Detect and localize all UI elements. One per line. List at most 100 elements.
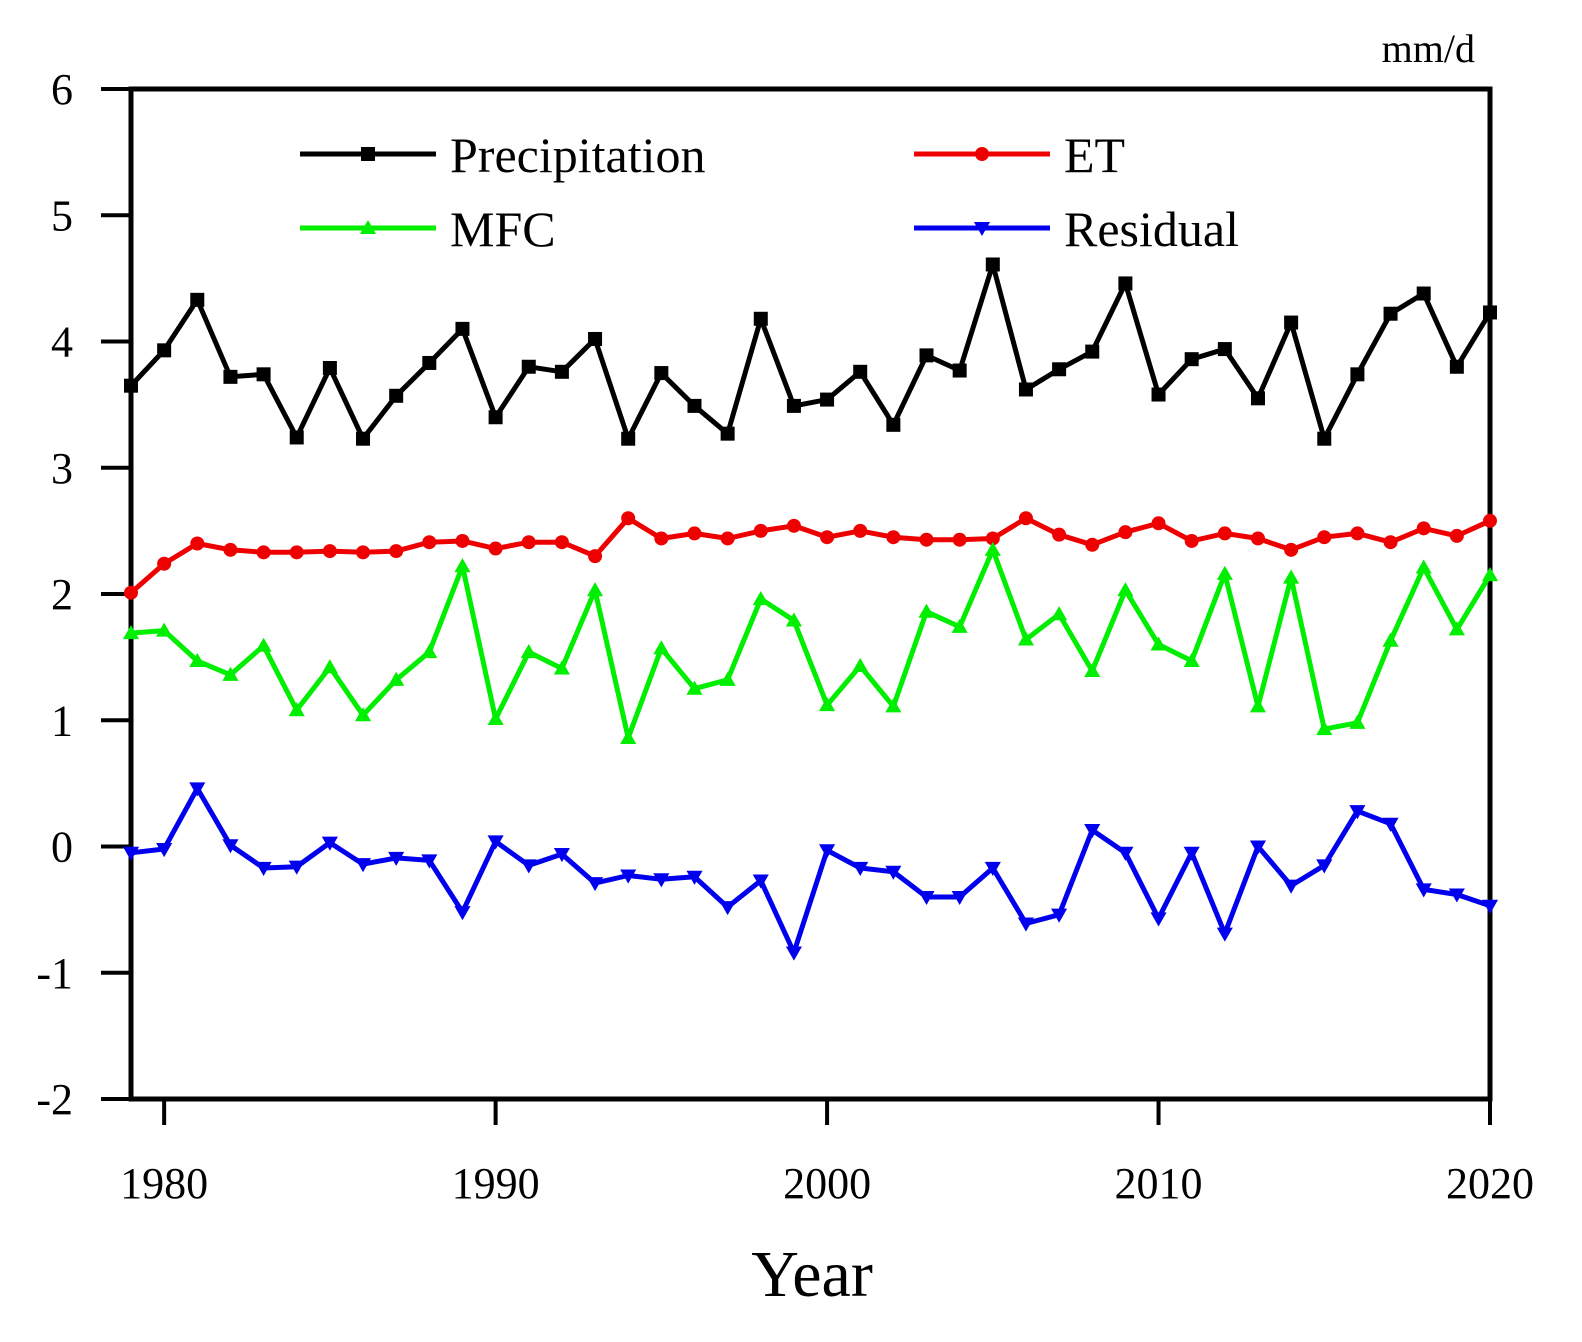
data-point xyxy=(422,535,437,550)
y-tick-label: -2 xyxy=(36,1075,73,1124)
data-point xyxy=(354,858,372,873)
data-point xyxy=(1349,714,1366,729)
data-point xyxy=(1085,344,1100,359)
data-point xyxy=(1350,367,1365,382)
data-point xyxy=(1249,840,1267,855)
data-point xyxy=(321,836,338,851)
data-point xyxy=(1350,526,1365,541)
data-point xyxy=(1216,565,1233,580)
y-tick-label: 6 xyxy=(51,65,73,114)
data-point xyxy=(1018,382,1033,397)
data-point xyxy=(1449,528,1464,543)
series-residual xyxy=(122,782,1499,961)
data-point xyxy=(785,612,802,627)
data-point xyxy=(1118,525,1133,540)
data-point xyxy=(190,292,205,307)
y-tick-label: 1 xyxy=(51,696,73,745)
x-tick-label: 1980 xyxy=(120,1159,208,1208)
data-point xyxy=(752,591,769,606)
data-point xyxy=(521,535,536,550)
data-point xyxy=(1183,652,1200,667)
data-point xyxy=(785,946,802,961)
data-point xyxy=(1018,511,1033,526)
legend-label: Residual xyxy=(1064,201,1239,257)
data-point xyxy=(720,426,735,441)
data-point xyxy=(1118,276,1133,291)
data-point xyxy=(1283,569,1300,584)
data-point xyxy=(354,707,372,722)
data-point xyxy=(255,637,272,652)
data-point xyxy=(653,640,670,655)
y-tick-label: 5 xyxy=(51,191,73,240)
data-point xyxy=(1383,535,1398,550)
data-point xyxy=(454,906,471,921)
y-tick-label: 2 xyxy=(51,570,73,619)
data-point xyxy=(621,511,636,526)
data-point xyxy=(157,343,172,358)
data-point xyxy=(359,219,377,235)
data-point xyxy=(1051,606,1068,621)
data-point xyxy=(586,877,604,892)
data-point xyxy=(455,321,470,336)
data-point xyxy=(487,710,504,726)
data-point xyxy=(919,532,934,547)
data-point xyxy=(720,531,735,546)
legend-item-residual: Residual xyxy=(914,201,1239,257)
data-point xyxy=(422,355,437,370)
data-point xyxy=(1382,632,1399,647)
data-point xyxy=(1415,883,1432,898)
data-point xyxy=(588,331,603,346)
series-mfc xyxy=(122,541,1499,744)
data-point xyxy=(984,541,1001,556)
data-point xyxy=(1151,516,1166,531)
data-point xyxy=(819,697,836,712)
data-point xyxy=(388,671,405,686)
data-point xyxy=(1448,888,1465,903)
data-point xyxy=(156,842,173,858)
data-point xyxy=(288,860,305,875)
data-point xyxy=(1017,631,1035,646)
data-point xyxy=(752,874,769,889)
data-point xyxy=(1249,698,1267,713)
data-point xyxy=(786,518,801,533)
data-point xyxy=(289,430,304,445)
data-point xyxy=(620,869,637,884)
data-point xyxy=(1316,721,1333,736)
data-point xyxy=(885,865,902,880)
data-point xyxy=(620,729,637,744)
data-point xyxy=(753,311,768,326)
legend-item-precipitation: Precipitation xyxy=(300,127,706,183)
data-point xyxy=(288,702,305,717)
data-point xyxy=(852,657,869,672)
data-point xyxy=(1184,533,1199,548)
data-point xyxy=(1483,513,1497,528)
data-point xyxy=(1184,352,1199,367)
data-point xyxy=(886,530,901,545)
data-point xyxy=(223,369,238,384)
data-point xyxy=(356,431,371,446)
data-point xyxy=(1183,846,1200,861)
data-point xyxy=(1383,306,1398,321)
data-point xyxy=(1317,431,1332,446)
data-point xyxy=(124,585,138,600)
x-axis-title: Year xyxy=(751,1238,873,1311)
data-point xyxy=(255,861,272,877)
data-point xyxy=(521,359,536,374)
legend-label: MFC xyxy=(450,201,556,257)
data-point xyxy=(190,536,205,551)
data-point xyxy=(488,541,503,556)
data-point xyxy=(1117,846,1134,861)
data-point xyxy=(719,671,736,686)
data-point xyxy=(820,392,835,407)
data-point xyxy=(653,873,670,888)
data-point xyxy=(1084,662,1101,678)
x-tick-label: 2000 xyxy=(783,1159,871,1208)
data-point xyxy=(554,535,569,550)
data-point xyxy=(553,660,570,675)
data-point xyxy=(719,901,736,916)
data-point xyxy=(487,835,504,850)
data-point xyxy=(1051,908,1068,923)
data-point xyxy=(1316,859,1333,874)
data-point xyxy=(1382,817,1399,832)
